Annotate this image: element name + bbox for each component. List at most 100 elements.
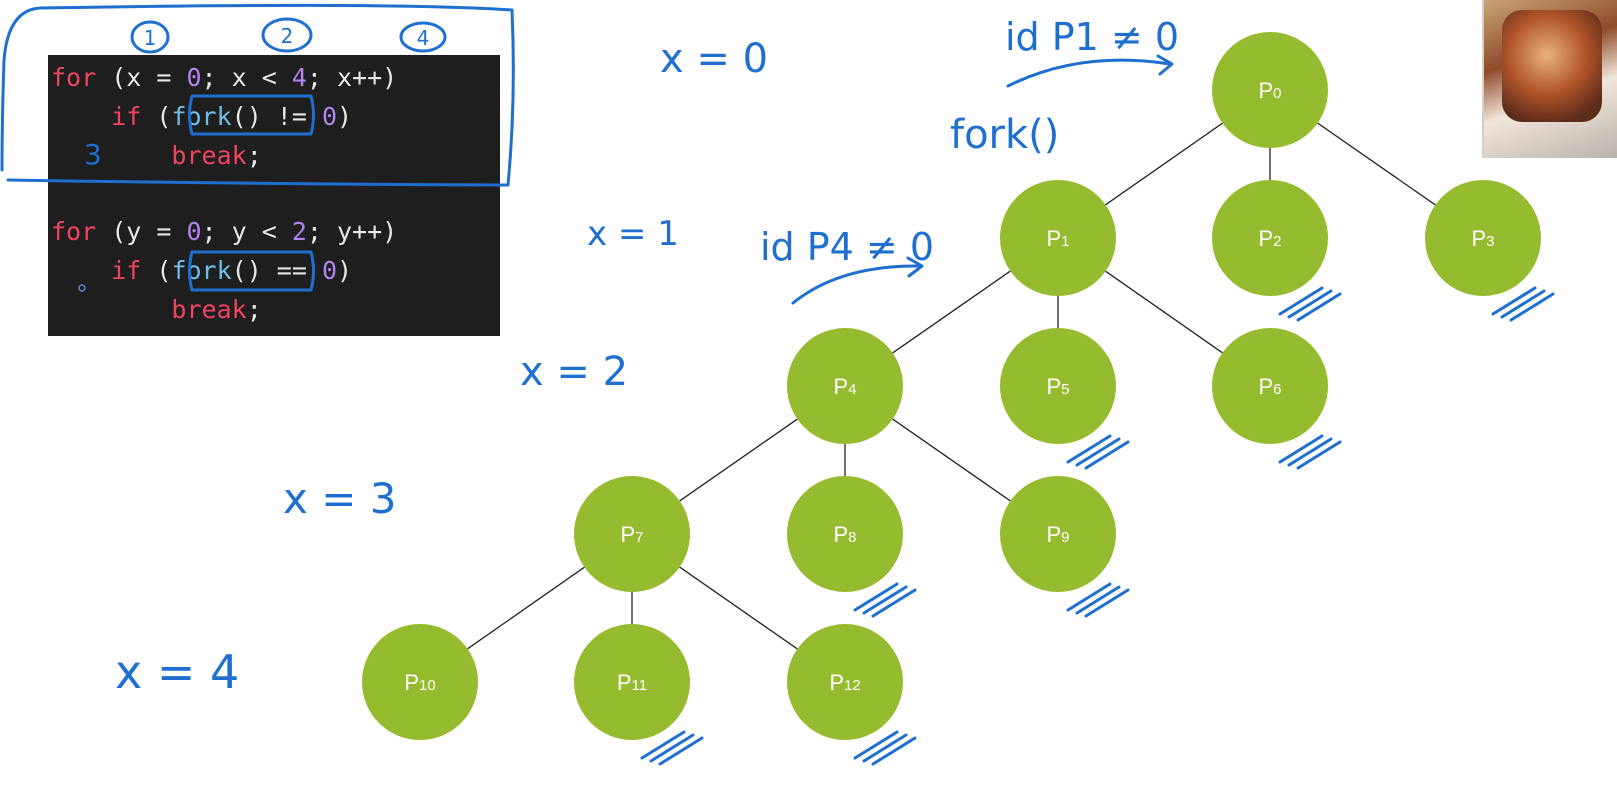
process-node-circle xyxy=(1212,180,1328,296)
process-node-p3: P3 xyxy=(1425,180,1541,296)
termination-tally-p9 xyxy=(1084,588,1130,618)
code-number: 0 xyxy=(321,256,338,285)
code-keyword: break xyxy=(171,141,247,170)
process-node-circle xyxy=(1000,476,1116,592)
process-node-label: P6 xyxy=(1258,374,1281,399)
process-node-p9: P9 xyxy=(1000,476,1116,592)
label-x-2: x = 2 xyxy=(520,349,628,395)
code-line: if (fork() != 0) xyxy=(51,102,352,132)
termination-tally-p9 xyxy=(1066,582,1112,612)
tree-edge-p0-p3 xyxy=(1317,122,1436,206)
process-node-circle xyxy=(1000,328,1116,444)
termination-tally-p12 xyxy=(853,730,899,760)
process-node-circle xyxy=(362,624,478,740)
termination-tally-p5 xyxy=(1075,437,1121,467)
code-line: for (x = 0; x < 4; x++) xyxy=(51,63,397,93)
process-node-p7: P7 xyxy=(574,476,690,592)
note-id-p1-arrow xyxy=(1006,54,1174,88)
tree-edge-p4-p7 xyxy=(679,418,798,502)
code-text: () != xyxy=(231,102,322,131)
process-node-circle xyxy=(1000,180,1116,296)
process-node-p5: P5 xyxy=(1000,328,1116,444)
code-number: 0 xyxy=(321,102,338,131)
note-id-p4-arrow xyxy=(791,256,924,305)
termination-tally-p6 xyxy=(1278,434,1324,464)
code-function: fork xyxy=(171,102,232,131)
tree-edge-p7-p10 xyxy=(467,566,585,650)
code-text: ( xyxy=(141,102,172,131)
process-node-p11: P11 xyxy=(574,624,690,740)
code-number: 2 xyxy=(291,217,307,246)
process-node-label: P1 xyxy=(1046,226,1069,251)
process-node-p6: P6 xyxy=(1212,328,1328,444)
note-id-p1: id P1 ≠ 0 xyxy=(1005,15,1179,59)
process-node-circle xyxy=(574,624,690,740)
termination-tally-p2 xyxy=(1296,292,1342,322)
code-text: ) xyxy=(337,256,353,285)
process-node-circle xyxy=(1212,32,1328,148)
termination-tally-p8 xyxy=(853,582,899,612)
termination-tally-p8 xyxy=(871,588,917,618)
process-tree: P0 P1 P2 P3 P4 P5 P6 P7 P8 P9 P10 P11 P12 xyxy=(362,32,1541,740)
code-text: ; y < xyxy=(201,217,292,246)
code-text: ; x++) xyxy=(306,63,398,92)
termination-tally-p6 xyxy=(1296,440,1342,470)
process-node-p10: P10 xyxy=(362,624,478,740)
stray-dot xyxy=(78,284,86,292)
process-node-label: P0 xyxy=(1258,78,1281,103)
process-node-p12: P12 xyxy=(787,624,903,740)
termination-tally-p11 xyxy=(649,733,695,763)
code-text: ; xyxy=(246,141,262,170)
code-text: ; y++) xyxy=(306,217,398,246)
process-node-circle xyxy=(787,476,903,592)
tree-edge-p0-p1 xyxy=(1105,122,1223,206)
process-node-p8: P8 xyxy=(787,476,903,592)
code-keyword: if xyxy=(111,102,142,131)
tree-edge-p4-p9 xyxy=(892,418,1011,502)
process-node-label: P8 xyxy=(833,522,856,547)
code-line: for (y = 0; y < 2; y++) xyxy=(51,217,397,247)
termination-tally-p6 xyxy=(1287,437,1333,467)
label-x-4: x = 4 xyxy=(115,645,239,699)
loop-bracket-annotation xyxy=(0,3,515,187)
label-x-0: x = 0 xyxy=(660,36,768,82)
code-function: fork xyxy=(171,256,232,285)
note-fork-call: fork() xyxy=(950,112,1059,158)
code-text: ; xyxy=(246,295,262,324)
code-keyword: for xyxy=(51,217,97,246)
termination-tally-p11 xyxy=(640,730,686,760)
code-text: () == xyxy=(231,256,322,285)
process-node-label: P11 xyxy=(617,670,647,695)
fork-highlight-1 xyxy=(188,94,315,136)
process-node-circle xyxy=(787,624,903,740)
svg-text:4: 4 xyxy=(417,26,430,50)
termination-marks xyxy=(640,286,1555,766)
circled-number-4: 4 xyxy=(399,21,447,53)
tree-edge-p1-p6 xyxy=(1105,270,1223,354)
code-keyword: break xyxy=(171,295,247,324)
process-node-label: P9 xyxy=(1046,522,1069,547)
process-node-label: P3 xyxy=(1471,226,1494,251)
code-text: (y = xyxy=(96,217,187,246)
termination-tally-p5 xyxy=(1084,440,1130,470)
code-line: break; xyxy=(51,295,262,325)
process-node-circle xyxy=(1212,328,1328,444)
process-node-label: P10 xyxy=(404,670,435,695)
brace-close-note: 3 xyxy=(84,138,102,171)
process-node-label: P4 xyxy=(833,374,856,399)
process-node-circle xyxy=(787,328,903,444)
circled-number-2: 2 xyxy=(261,17,313,53)
code-number: 0 xyxy=(186,217,202,246)
termination-tally-p11 xyxy=(658,736,704,766)
termination-tally-p3 xyxy=(1500,289,1546,319)
note-id-p4: id P4 ≠ 0 xyxy=(760,225,934,269)
svg-text:1: 1 xyxy=(144,26,157,50)
tree-edge-p7-p12 xyxy=(679,566,798,650)
svg-text:2: 2 xyxy=(281,24,294,48)
code-keyword: for xyxy=(51,63,97,92)
process-node-label: P7 xyxy=(620,522,643,547)
termination-tally-p12 xyxy=(862,733,908,763)
process-node-p0: P0 xyxy=(1212,32,1328,148)
process-node-p4: P4 xyxy=(787,328,903,444)
